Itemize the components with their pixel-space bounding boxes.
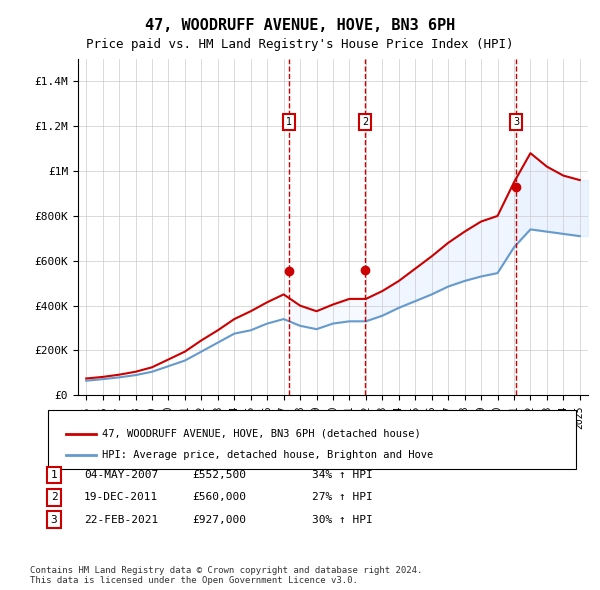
47, WOODRUFF AVENUE, HOVE, BN3 6PH (detached house)	[346, 296, 353, 303]
HPI: Average price, detached house, Brighton and Hove: (2.02e+03, 5.45e+05): Average price, detached house, Brighton …	[494, 270, 501, 277]
Text: 19-DEC-2011: 19-DEC-2011	[84, 493, 158, 502]
Text: 22-FEB-2021: 22-FEB-2021	[84, 515, 158, 525]
HPI: Average price, detached house, Brighton and Hove: (2e+03, 2.9e+05): Average price, detached house, Brighton …	[247, 327, 254, 334]
HPI: Average price, detached house, Brighton and Hove: (2e+03, 1.95e+05): Average price, detached house, Brighton …	[198, 348, 205, 355]
HPI: Average price, detached house, Brighton and Hove: (2e+03, 9e+04): Average price, detached house, Brighton …	[132, 372, 139, 379]
HPI: Average price, detached house, Brighton and Hove: (2e+03, 1.3e+05): Average price, detached house, Brighton …	[165, 363, 172, 370]
Text: Price paid vs. HM Land Registry's House Price Index (HPI): Price paid vs. HM Land Registry's House …	[86, 38, 514, 51]
47, WOODRUFF AVENUE, HOVE, BN3 6PH (detached house)	[412, 265, 419, 272]
HPI: Average price, detached house, Brighton and Hove: (2.01e+03, 3.55e+05): Average price, detached house, Brighton …	[379, 312, 386, 319]
Text: £927,000: £927,000	[192, 515, 246, 525]
47, WOODRUFF AVENUE, HOVE, BN3 6PH (detached house)	[148, 363, 155, 371]
Text: 27% ↑ HPI: 27% ↑ HPI	[312, 493, 373, 502]
Text: 3: 3	[513, 117, 520, 127]
HPI: Average price, detached house, Brighton and Hove: (2.02e+03, 4.5e+05): Average price, detached house, Brighton …	[428, 291, 436, 298]
HPI: Average price, detached house, Brighton and Hove: (2.01e+03, 3.3e+05): Average price, detached house, Brighton …	[346, 318, 353, 325]
Text: £552,500: £552,500	[192, 470, 246, 480]
HPI: Average price, detached house, Brighton and Hove: (2.01e+03, 2.95e+05): Average price, detached house, Brighton …	[313, 326, 320, 333]
47, WOODRUFF AVENUE, HOVE, BN3 6PH (detached house)	[263, 299, 271, 306]
47, WOODRUFF AVENUE, HOVE, BN3 6PH (detached house)	[116, 371, 123, 378]
Text: This data is licensed under the Open Government Licence v3.0.: This data is licensed under the Open Gov…	[30, 576, 358, 585]
47, WOODRUFF AVENUE, HOVE, BN3 6PH (detached house)	[329, 301, 337, 308]
HPI: Average price, detached house, Brighton and Hove: (2.02e+03, 5.1e+05): Average price, detached house, Brighton …	[461, 277, 468, 284]
47, WOODRUFF AVENUE, HOVE, BN3 6PH (detached house)	[181, 348, 188, 355]
47, WOODRUFF AVENUE, HOVE, BN3 6PH (detached house)	[230, 316, 238, 323]
HPI: Average price, detached house, Brighton and Hove: (2e+03, 1.05e+05): Average price, detached house, Brighton …	[148, 368, 155, 375]
HPI: Average price, detached house, Brighton and Hove: (2.01e+03, 3.2e+05): Average price, detached house, Brighton …	[263, 320, 271, 327]
47, WOODRUFF AVENUE, HOVE, BN3 6PH (detached house)	[478, 218, 485, 225]
Text: 1: 1	[50, 470, 58, 480]
Line: 47, WOODRUFF AVENUE, HOVE, BN3 6PH (detached house): 47, WOODRUFF AVENUE, HOVE, BN3 6PH (deta…	[86, 153, 580, 379]
47, WOODRUFF AVENUE, HOVE, BN3 6PH (detached house)	[576, 176, 583, 183]
47, WOODRUFF AVENUE, HOVE, BN3 6PH (detached house)	[280, 291, 287, 298]
Text: 47, WOODRUFF AVENUE, HOVE, BN3 6PH (detached house): 47, WOODRUFF AVENUE, HOVE, BN3 6PH (deta…	[102, 429, 421, 438]
47, WOODRUFF AVENUE, HOVE, BN3 6PH (detached house)	[461, 228, 468, 235]
47, WOODRUFF AVENUE, HOVE, BN3 6PH (detached house)	[494, 212, 501, 219]
HPI: Average price, detached house, Brighton and Hove: (2.02e+03, 7.4e+05): Average price, detached house, Brighton …	[527, 226, 534, 233]
47, WOODRUFF AVENUE, HOVE, BN3 6PH (detached house)	[428, 253, 436, 260]
Text: 2: 2	[50, 493, 58, 502]
HPI: Average price, detached house, Brighton and Hove: (2.02e+03, 7.3e+05): Average price, detached house, Brighton …	[543, 228, 550, 235]
Text: 34% ↑ HPI: 34% ↑ HPI	[312, 470, 373, 480]
HPI: Average price, detached house, Brighton and Hove: (2e+03, 2.75e+05): Average price, detached house, Brighton …	[230, 330, 238, 337]
Text: Contains HM Land Registry data © Crown copyright and database right 2024.: Contains HM Land Registry data © Crown c…	[30, 566, 422, 575]
HPI: Average price, detached house, Brighton and Hove: (2.01e+03, 3.2e+05): Average price, detached house, Brighton …	[329, 320, 337, 327]
47, WOODRUFF AVENUE, HOVE, BN3 6PH (detached house)	[99, 373, 106, 381]
HPI: Average price, detached house, Brighton and Hove: (2e+03, 8e+04): Average price, detached house, Brighton …	[116, 374, 123, 381]
HPI: Average price, detached house, Brighton and Hove: (2.02e+03, 7.2e+05): Average price, detached house, Brighton …	[560, 230, 567, 237]
Text: 47, WOODRUFF AVENUE, HOVE, BN3 6PH: 47, WOODRUFF AVENUE, HOVE, BN3 6PH	[145, 18, 455, 32]
HPI: Average price, detached house, Brighton and Hove: (2.01e+03, 3.9e+05): Average price, detached house, Brighton …	[395, 304, 403, 312]
HPI: Average price, detached house, Brighton and Hove: (2e+03, 2.35e+05): Average price, detached house, Brighton …	[214, 339, 221, 346]
HPI: Average price, detached house, Brighton and Hove: (2e+03, 1.55e+05): Average price, detached house, Brighton …	[181, 357, 188, 364]
47, WOODRUFF AVENUE, HOVE, BN3 6PH (detached house)	[543, 163, 550, 170]
47, WOODRUFF AVENUE, HOVE, BN3 6PH (detached house)	[165, 356, 172, 363]
Text: 3: 3	[50, 515, 58, 525]
47, WOODRUFF AVENUE, HOVE, BN3 6PH (detached house)	[395, 277, 403, 284]
HPI: Average price, detached house, Brighton and Hove: (2.02e+03, 4.2e+05): Average price, detached house, Brighton …	[412, 297, 419, 304]
HPI: Average price, detached house, Brighton and Hove: (2.02e+03, 5.3e+05): Average price, detached house, Brighton …	[478, 273, 485, 280]
Line: HPI: Average price, detached house, Brighton and Hove: HPI: Average price, detached house, Brig…	[86, 230, 580, 381]
HPI: Average price, detached house, Brighton and Hove: (2.02e+03, 4.85e+05): Average price, detached house, Brighton …	[445, 283, 452, 290]
Text: 1: 1	[286, 117, 292, 127]
Text: £560,000: £560,000	[192, 493, 246, 502]
47, WOODRUFF AVENUE, HOVE, BN3 6PH (detached house)	[247, 308, 254, 315]
Text: HPI: Average price, detached house, Brighton and Hove: HPI: Average price, detached house, Brig…	[102, 451, 433, 460]
Text: 30% ↑ HPI: 30% ↑ HPI	[312, 515, 373, 525]
Text: 2: 2	[362, 117, 368, 127]
HPI: Average price, detached house, Brighton and Hove: (2.01e+03, 3.1e+05): Average price, detached house, Brighton …	[296, 322, 304, 329]
HPI: Average price, detached house, Brighton and Hove: (2.01e+03, 3.4e+05): Average price, detached house, Brighton …	[280, 316, 287, 323]
Text: 04-MAY-2007: 04-MAY-2007	[84, 470, 158, 480]
47, WOODRUFF AVENUE, HOVE, BN3 6PH (detached house)	[198, 337, 205, 344]
HPI: Average price, detached house, Brighton and Hove: (2.02e+03, 7.1e+05): Average price, detached house, Brighton …	[576, 232, 583, 240]
47, WOODRUFF AVENUE, HOVE, BN3 6PH (detached house)	[445, 240, 452, 247]
47, WOODRUFF AVENUE, HOVE, BN3 6PH (detached house)	[296, 302, 304, 309]
47, WOODRUFF AVENUE, HOVE, BN3 6PH (detached house)	[511, 179, 518, 186]
HPI: Average price, detached house, Brighton and Hove: (2e+03, 7.2e+04): Average price, detached house, Brighton …	[99, 376, 106, 383]
47, WOODRUFF AVENUE, HOVE, BN3 6PH (detached house)	[313, 308, 320, 315]
HPI: Average price, detached house, Brighton and Hove: (2e+03, 6.5e+04): Average price, detached house, Brighton …	[83, 377, 90, 384]
HPI: Average price, detached house, Brighton and Hove: (2.01e+03, 3.3e+05): Average price, detached house, Brighton …	[362, 318, 370, 325]
47, WOODRUFF AVENUE, HOVE, BN3 6PH (detached house)	[527, 150, 534, 157]
47, WOODRUFF AVENUE, HOVE, BN3 6PH (detached house)	[83, 375, 90, 382]
47, WOODRUFF AVENUE, HOVE, BN3 6PH (detached house)	[379, 287, 386, 294]
HPI: Average price, detached house, Brighton and Hove: (2.02e+03, 6.6e+05): Average price, detached house, Brighton …	[511, 244, 518, 251]
47, WOODRUFF AVENUE, HOVE, BN3 6PH (detached house)	[560, 172, 567, 179]
47, WOODRUFF AVENUE, HOVE, BN3 6PH (detached house)	[214, 327, 221, 334]
47, WOODRUFF AVENUE, HOVE, BN3 6PH (detached house)	[132, 368, 139, 375]
47, WOODRUFF AVENUE, HOVE, BN3 6PH (detached house)	[362, 296, 370, 303]
